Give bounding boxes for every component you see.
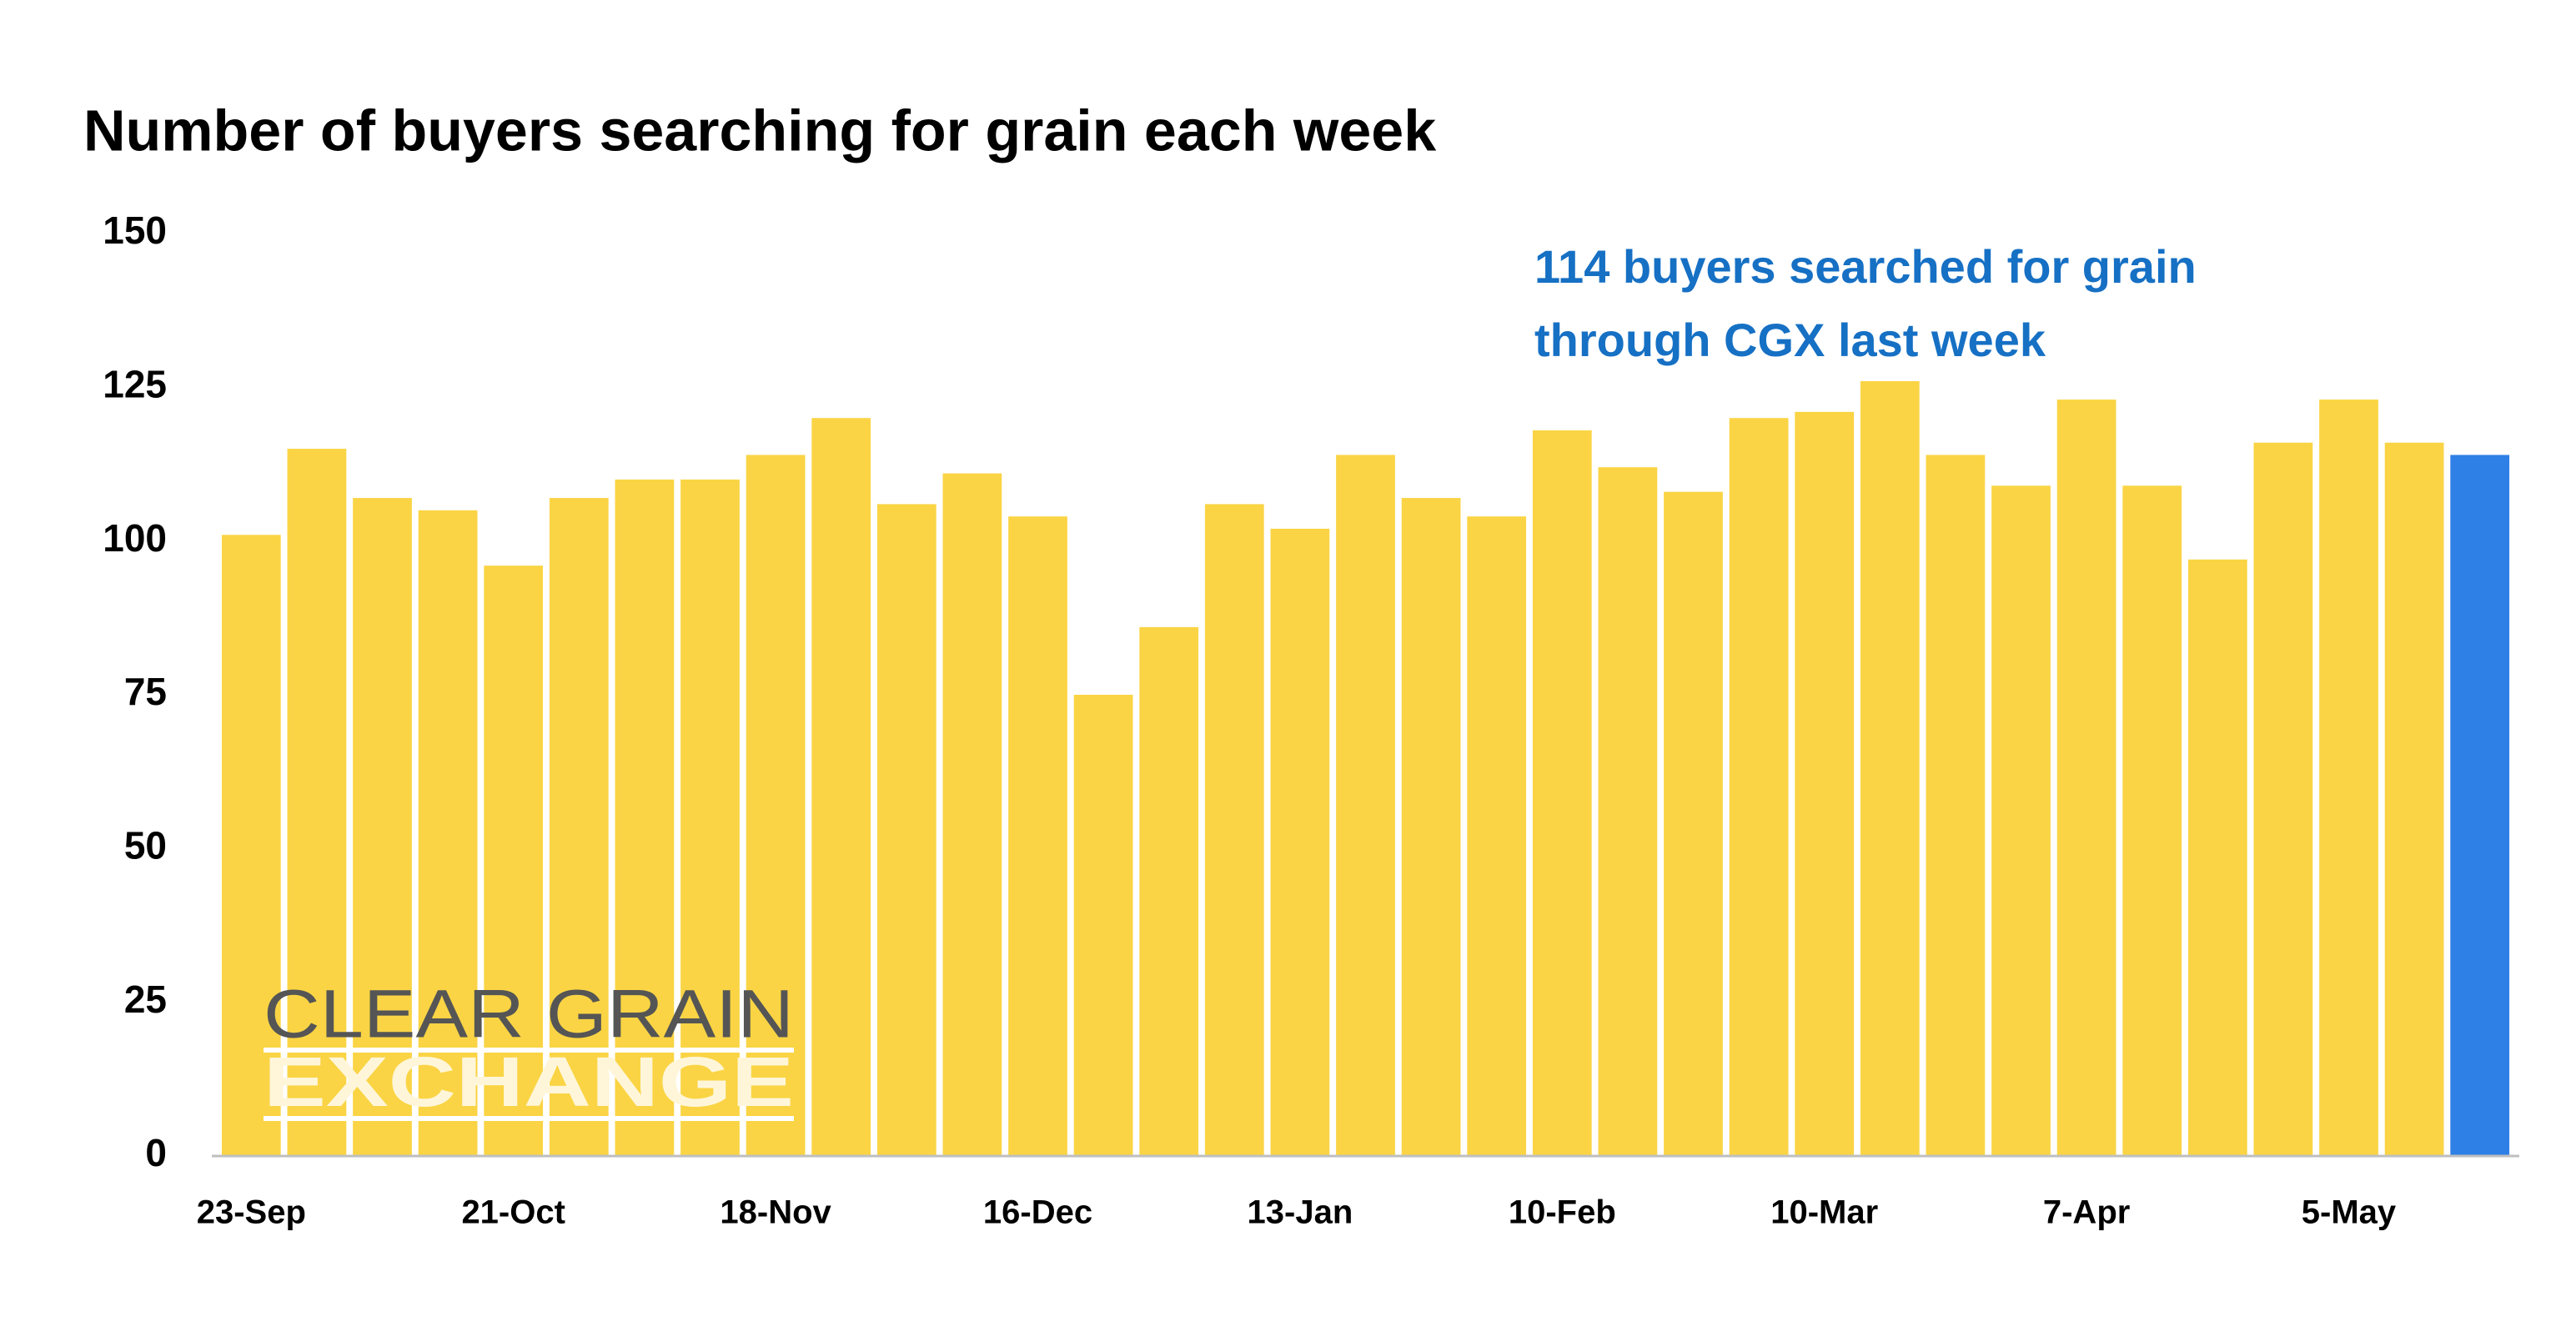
annotation: through CGX last week: [1534, 314, 2046, 366]
y-tick-label: 50: [124, 823, 167, 867]
bar: [942, 473, 1002, 1156]
bar: [1336, 455, 1395, 1156]
x-tick-label: 18-Nov: [720, 1194, 831, 1231]
bar: [1270, 528, 1330, 1156]
x-tick-label: 23-Sep: [197, 1194, 306, 1231]
bar: [2187, 559, 2247, 1156]
bar: [484, 565, 544, 1156]
bar: [1467, 516, 1527, 1156]
bar: [615, 479, 675, 1156]
bar: [1139, 626, 1199, 1156]
bar: [1860, 380, 1920, 1157]
bar: [1073, 695, 1133, 1156]
x-tick-label: 13-Jan: [1248, 1194, 1353, 1231]
y-tick-label: 25: [124, 978, 167, 1021]
bar: [287, 449, 347, 1156]
x-tick-label: 5-May: [2302, 1194, 2397, 1231]
bar: [1204, 504, 1264, 1156]
annotation: 114 buyers searched for grain: [1534, 240, 2197, 293]
x-tick-label: 16-Dec: [983, 1194, 1092, 1231]
x-tick-label: 21-Oct: [461, 1194, 565, 1231]
bar: [1008, 516, 1067, 1156]
bar: [549, 498, 609, 1156]
bar: [2056, 400, 2117, 1157]
bar: [680, 479, 740, 1156]
bar: [1729, 418, 1789, 1156]
x-tick-label: 10-Feb: [1509, 1194, 1616, 1231]
bar: [2319, 400, 2378, 1157]
x-tick-label: 10-Mar: [1770, 1194, 1878, 1231]
y-tick-label: 150: [103, 209, 167, 252]
logo-band: [264, 1116, 794, 1121]
chart-title: Number of buyers searching for grain eac…: [83, 98, 1436, 163]
bar: [1532, 430, 1592, 1156]
bar: [1991, 485, 2051, 1156]
y-tick-label: 75: [124, 670, 167, 713]
bar: [2253, 442, 2313, 1156]
bar: [2450, 455, 2510, 1156]
logo-band: [264, 1048, 794, 1053]
bar: [353, 498, 412, 1156]
bar: [2384, 442, 2444, 1156]
bar: [746, 455, 806, 1156]
y-tick-label: 0: [145, 1131, 167, 1174]
bar: [2122, 485, 2182, 1156]
bar: [1664, 491, 1723, 1156]
y-tick-label: 125: [103, 362, 167, 405]
y-tick-label: 100: [103, 516, 167, 560]
bar: [811, 418, 871, 1156]
bar: [876, 504, 936, 1156]
bar: [1926, 455, 1986, 1156]
bar: [1795, 411, 1855, 1156]
logo: EXCHANGE: [264, 1043, 794, 1121]
x-tick-label: 7-Apr: [2043, 1194, 2130, 1231]
bar: [1401, 498, 1461, 1156]
logo: CLEAR GRAIN: [264, 977, 794, 1053]
bar: [1598, 467, 1658, 1156]
